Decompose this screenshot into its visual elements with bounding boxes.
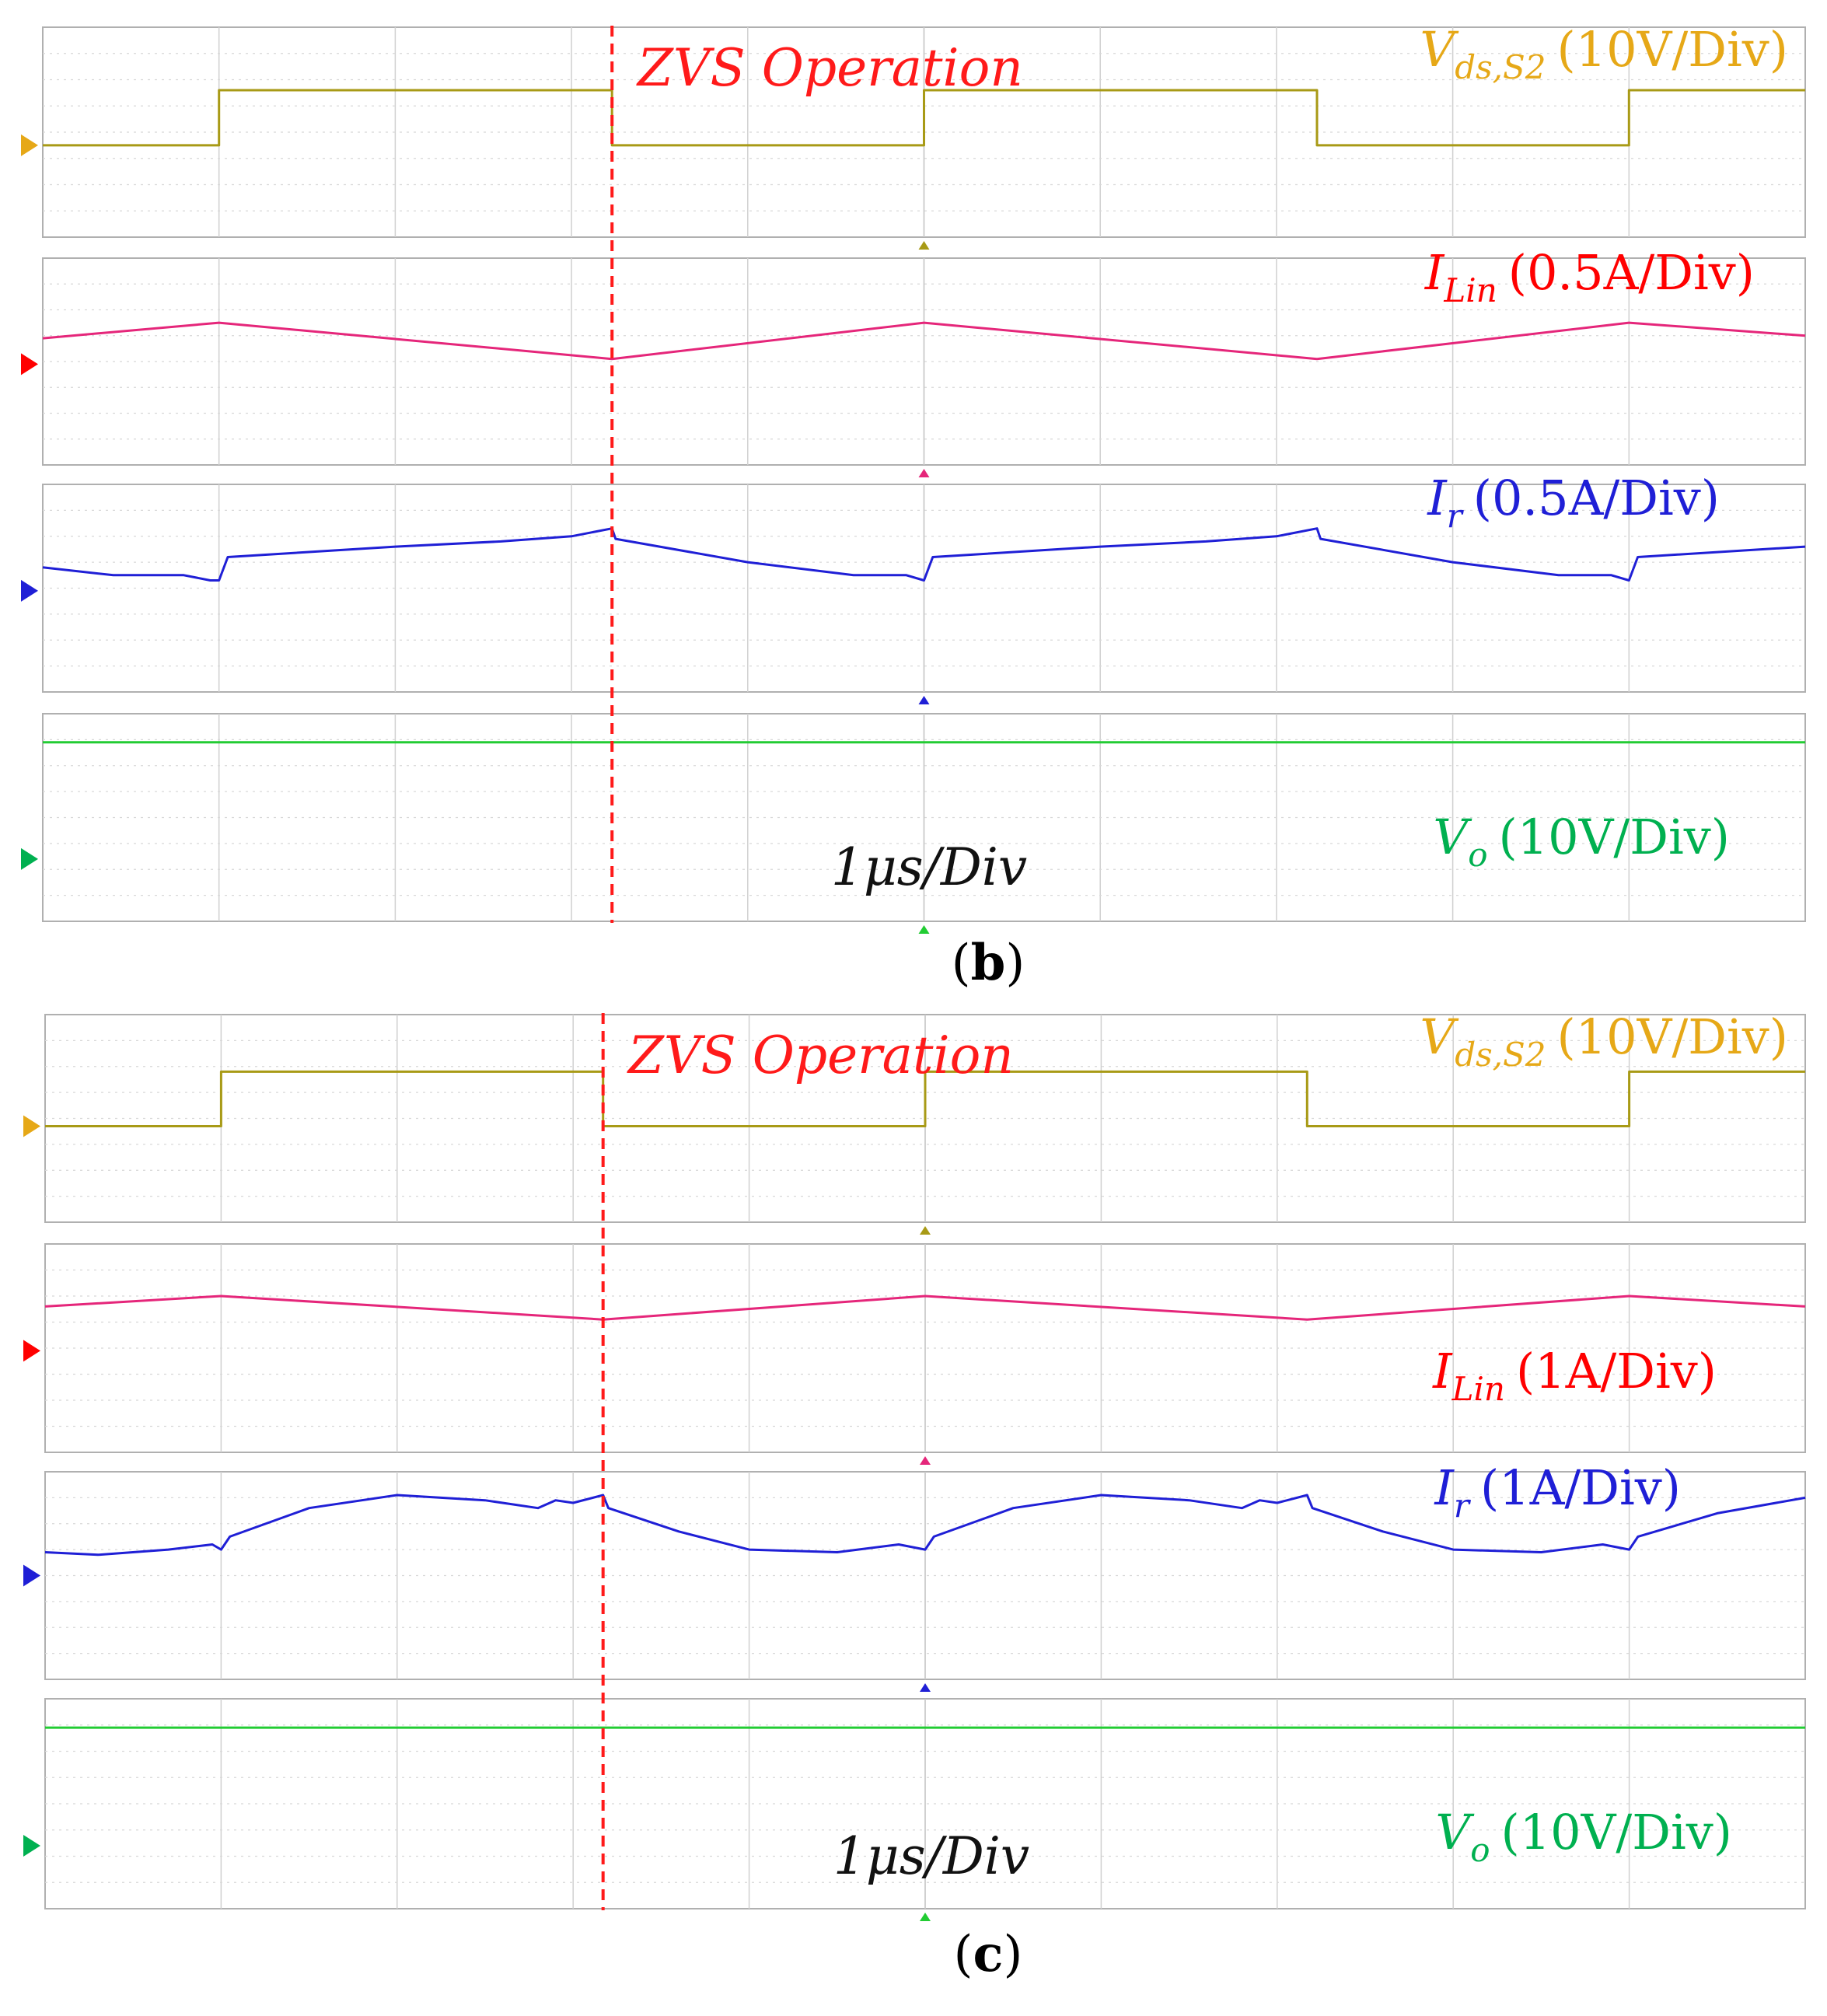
trigger-marker bbox=[918, 696, 930, 704]
channel-scale: (10V/Div) bbox=[1557, 21, 1789, 78]
channel-marker-vds bbox=[21, 134, 38, 156]
channel-scale: (1A/Div) bbox=[1516, 1343, 1717, 1399]
trace-vds bbox=[45, 1070, 1805, 1127]
channel-label-ilin: ILin (0.5A/Div) bbox=[1424, 244, 1755, 309]
trace-ir bbox=[42, 527, 1806, 582]
scope-screen-ir: Ir (0.5A/Div) bbox=[21, 470, 1806, 704]
panel-b: Vds,S2 (10V/Div)ILin (0.5A/Div)Ir (0.5A/Div… bbox=[21, 21, 1806, 992]
channel-symbol: I bbox=[1427, 470, 1448, 526]
channel-label-ir: Ir (0.5A/Div) bbox=[1427, 470, 1720, 535]
caption-paren-open: ( bbox=[954, 1926, 973, 1983]
channel-symbol: V bbox=[1420, 21, 1459, 78]
channel-symbol: V bbox=[1435, 1804, 1475, 1861]
channel-marker-ir bbox=[21, 579, 38, 602]
scope-screen-vds: Vds,S2 (10V/Div) bbox=[23, 1008, 1806, 1235]
scope-screen-vo: Vo (10V/Div) bbox=[23, 1698, 1806, 1921]
trigger-marker bbox=[920, 1226, 931, 1235]
channel-label-ir: Ir (1A/Div) bbox=[1434, 1459, 1681, 1525]
channel-subscript: o bbox=[1468, 836, 1487, 874]
channel-label-ilin: ILin (1A/Div) bbox=[1432, 1343, 1717, 1408]
scope-screen-vo: Vo (10V/Div) bbox=[21, 713, 1806, 934]
panel-caption: (b) bbox=[952, 934, 1025, 992]
caption-paren-close: ) bbox=[1003, 1926, 1022, 1983]
trigger-marker bbox=[920, 1456, 931, 1465]
channel-symbol: V bbox=[1420, 1008, 1459, 1065]
channel-marker-ilin bbox=[21, 353, 38, 376]
trace-ilin bbox=[44, 1295, 1806, 1321]
channel-marker-vo bbox=[21, 847, 38, 870]
trace-ilin bbox=[42, 321, 1806, 361]
channel-scale: (1A/Div) bbox=[1480, 1459, 1681, 1516]
channel-label-vds: Vds,S2 (10V/Div) bbox=[1420, 1008, 1788, 1074]
scope-screen-ir: Ir (1A/Div) bbox=[23, 1459, 1806, 1692]
trigger-marker bbox=[920, 1913, 931, 1921]
trigger-marker bbox=[918, 925, 930, 934]
channel-label-vds: Vds,S2 (10V/Div) bbox=[1420, 21, 1788, 86]
channel-symbol: I bbox=[1432, 1343, 1453, 1399]
channel-scale: (0.5A/Div) bbox=[1473, 470, 1720, 526]
channel-scale: (10V/Div) bbox=[1499, 809, 1731, 865]
channel-label-vo: Vo (10V/Div) bbox=[1435, 1804, 1732, 1869]
scope-screen-ilin: ILin (0.5A/Div) bbox=[21, 244, 1806, 477]
caption-paren-close: ) bbox=[1005, 935, 1025, 992]
trigger-marker bbox=[918, 241, 930, 250]
zvs-annotation: ZVS Operation bbox=[627, 1025, 1014, 1085]
trace-ir bbox=[44, 1494, 1806, 1557]
channel-subscript: ds,S2 bbox=[1455, 1036, 1546, 1074]
zvs-annotation: ZVS Operation bbox=[636, 38, 1023, 98]
caption-letter: b bbox=[971, 934, 1006, 992]
panel-c: Vds,S2 (10V/Div)ILin (1A/Div)Ir (1A/Div)Vo(… bbox=[23, 1008, 1806, 1983]
channel-symbol: I bbox=[1424, 244, 1445, 301]
channel-marker-ir bbox=[23, 1564, 40, 1587]
channel-scale: (0.5A/Div) bbox=[1508, 244, 1755, 301]
channel-symbol: V bbox=[1433, 809, 1472, 865]
scope-screen-ilin: ILin (1A/Div) bbox=[23, 1243, 1806, 1465]
channel-scale: (10V/Div) bbox=[1501, 1804, 1733, 1861]
channel-marker-ilin bbox=[23, 1340, 40, 1362]
trigger-marker bbox=[920, 1683, 931, 1692]
channel-label-vo: Vo (10V/Div) bbox=[1433, 809, 1730, 874]
channel-symbol: I bbox=[1434, 1459, 1455, 1516]
channel-marker-vo bbox=[23, 1835, 40, 1857]
channel-scale: (10V/Div) bbox=[1557, 1008, 1789, 1065]
trigger-marker bbox=[918, 469, 930, 477]
channel-subscript: Lin bbox=[1443, 271, 1497, 309]
timebase-label: 1μs/Div bbox=[833, 1826, 1029, 1886]
channel-subscript: o bbox=[1470, 1831, 1490, 1869]
channel-subscript: r bbox=[1454, 1487, 1472, 1525]
scope-screen-vds: Vds,S2 (10V/Div) bbox=[21, 21, 1806, 250]
timebase-label: 1μs/Div bbox=[831, 837, 1027, 897]
channel-subscript: Lin bbox=[1451, 1370, 1505, 1408]
trace-vds bbox=[43, 89, 1805, 147]
channel-marker-vds bbox=[23, 1115, 40, 1137]
channel-subscript: ds,S2 bbox=[1455, 48, 1546, 86]
caption-paren-open: ( bbox=[952, 935, 971, 992]
panel-caption: (c) bbox=[954, 1925, 1023, 1983]
channel-subscript: r bbox=[1447, 497, 1465, 535]
caption-letter: c bbox=[973, 1925, 1004, 1983]
